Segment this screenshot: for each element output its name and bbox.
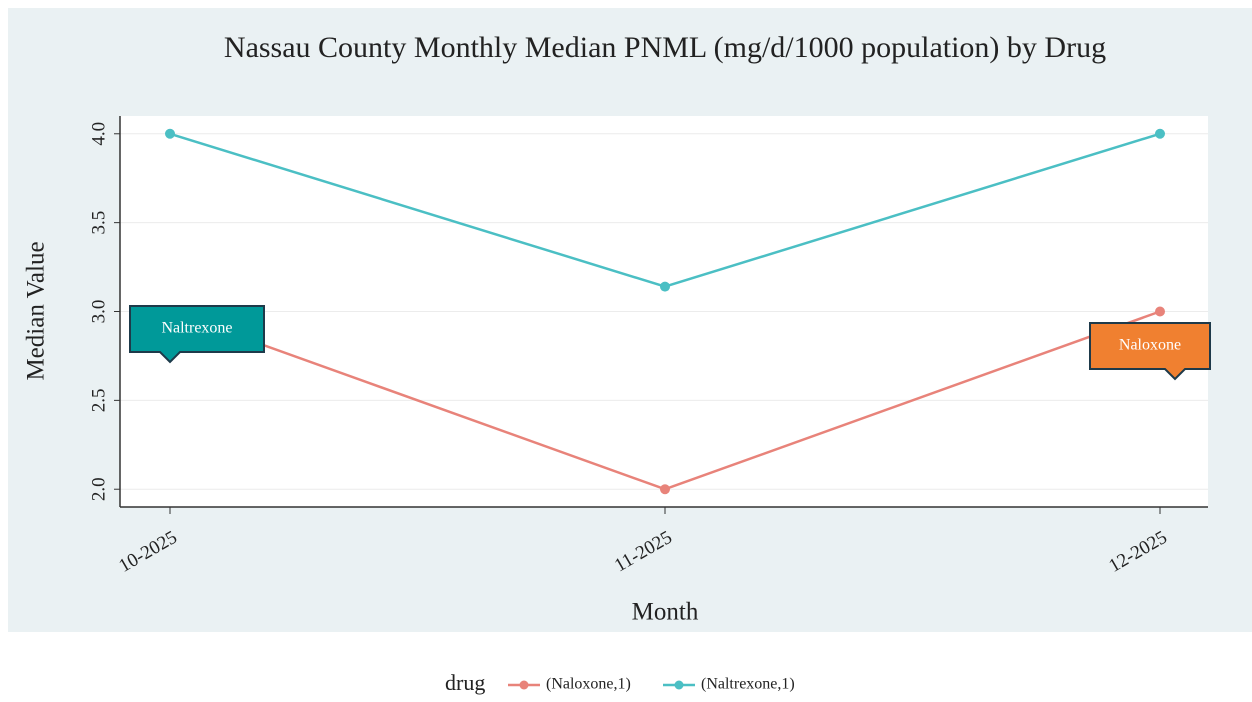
- point: [1155, 306, 1165, 317]
- legend-title: drug: [445, 670, 485, 695]
- callout-box: [129, 305, 265, 364]
- chart-title: Nassau County Monthly Median PNML (mg/d/…: [224, 31, 1106, 64]
- y-tick-label: 2.5: [88, 388, 109, 412]
- legend-label: (Naltrexone,1): [701, 676, 795, 693]
- point: [660, 484, 670, 495]
- legend-label: (Naloxone,1): [546, 676, 631, 693]
- y-tick-label: 2.0: [88, 477, 109, 501]
- point: [1155, 128, 1165, 139]
- y-axis-title: Median Value: [23, 241, 50, 380]
- annotation-text: Naloxone: [1119, 337, 1181, 354]
- legend-marker: [674, 680, 684, 690]
- annotation-text: Naltrexone: [161, 320, 232, 337]
- y-tick-label: 3.5: [88, 211, 109, 235]
- x-axis-title: Month: [632, 599, 699, 626]
- y-tick-label: 3.0: [88, 300, 109, 324]
- y-tick-label: 4.0: [88, 122, 109, 146]
- callout-box: [1089, 322, 1211, 381]
- point: [660, 281, 670, 292]
- point: [165, 128, 175, 139]
- legend-marker: [519, 680, 529, 690]
